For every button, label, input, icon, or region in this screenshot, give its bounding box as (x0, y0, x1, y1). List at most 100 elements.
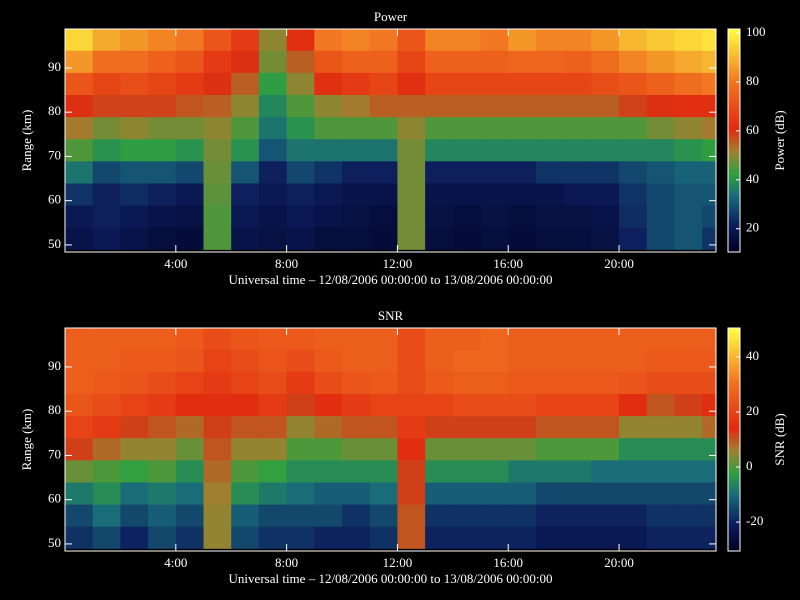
x-axis-label: Universal time – 12/08/2006 00:00:00 to … (229, 272, 553, 287)
heatmap-cell (370, 438, 398, 461)
heatmap-cell (397, 50, 425, 73)
heatmap-cell (619, 327, 647, 350)
x-tick-label: 8:00 (275, 256, 298, 271)
heatmap-cell (120, 327, 148, 350)
heatmap-cell (481, 504, 509, 527)
heatmap-cell (397, 526, 425, 549)
heatmap-cell (564, 28, 592, 51)
heatmap-cell (536, 416, 564, 439)
heatmap-cell (148, 504, 176, 527)
heatmap-cell (536, 227, 564, 250)
heatmap-cell (397, 227, 425, 250)
heatmap-cell (453, 438, 481, 461)
heatmap-cell (314, 504, 342, 527)
heatmap-cell (287, 393, 315, 416)
heatmap-cell (204, 504, 232, 527)
heatmap-cell (564, 50, 592, 73)
heatmap-cell (287, 327, 315, 350)
colorbar-label: SNR (dB) (772, 413, 787, 465)
heatmap-cell (453, 371, 481, 394)
heatmap-cell (397, 460, 425, 483)
colorbar-tick-label: 40 (746, 171, 759, 186)
heatmap-cell (453, 327, 481, 350)
heatmap-cell (231, 50, 259, 73)
heatmap-cell (591, 371, 619, 394)
x-tick-label: 20:00 (604, 555, 634, 570)
heatmap-cell (259, 183, 287, 206)
heatmap (65, 28, 730, 250)
heatmap-cell (425, 72, 453, 95)
heatmap-cell (591, 161, 619, 184)
heatmap-cell (204, 438, 232, 461)
heatmap-cell (619, 438, 647, 461)
heatmap-cell (370, 205, 398, 228)
heatmap-cell (204, 371, 232, 394)
heatmap-cell (425, 460, 453, 483)
heatmap-cell (536, 28, 564, 51)
heatmap-cell (342, 94, 370, 117)
colorbar-label: Power (dB) (772, 110, 787, 170)
heatmap-cell (647, 416, 675, 439)
heatmap-cell (674, 416, 702, 439)
heatmap-cell (176, 393, 204, 416)
heatmap-cell (65, 327, 93, 350)
heatmap-cell (425, 205, 453, 228)
heatmap-cell (370, 393, 398, 416)
x-tick-label: 12:00 (383, 256, 413, 271)
heatmap-cell (647, 438, 675, 461)
heatmap-cell (314, 460, 342, 483)
heatmap-cell (619, 526, 647, 549)
heatmap-cell (619, 28, 647, 51)
heatmap-cell (259, 438, 287, 461)
heatmap-cell (425, 28, 453, 51)
heatmap-cell (591, 205, 619, 228)
heatmap-cell (564, 416, 592, 439)
heatmap-cell (342, 183, 370, 206)
heatmap-cell (370, 94, 398, 117)
heatmap-cell (564, 161, 592, 184)
heatmap-cell (425, 117, 453, 140)
y-tick-label: 60 (48, 192, 61, 207)
heatmap-cell (148, 50, 176, 73)
heatmap-cell (397, 161, 425, 184)
heatmap-cell (93, 117, 121, 140)
heatmap-cell (536, 349, 564, 372)
heatmap-cell (287, 227, 315, 250)
heatmap-cell (259, 526, 287, 549)
heatmap-cell (314, 28, 342, 51)
heatmap-cell (647, 227, 675, 250)
heatmap-cell (231, 460, 259, 483)
heatmap-cell (453, 460, 481, 483)
heatmap-cell (619, 227, 647, 250)
heatmap-cell (370, 526, 398, 549)
heatmap-cell (231, 526, 259, 549)
heatmap-cell (453, 28, 481, 51)
heatmap-cell (619, 349, 647, 372)
heatmap-cell (647, 526, 675, 549)
heatmap-cell (259, 393, 287, 416)
heatmap-cell (674, 205, 702, 228)
heatmap-cell (314, 416, 342, 439)
heatmap-cell (425, 526, 453, 549)
heatmap-cell (481, 139, 509, 162)
heatmap-cell (342, 393, 370, 416)
heatmap-cell (481, 161, 509, 184)
heatmap-cell (93, 139, 121, 162)
heatmap-cell (342, 28, 370, 51)
heatmap-cell (564, 117, 592, 140)
heatmap-cell (674, 227, 702, 250)
heatmap-cell (397, 371, 425, 394)
heatmap-cell (176, 183, 204, 206)
heatmap-cell (425, 94, 453, 117)
heatmap-cell (564, 327, 592, 350)
heatmap-cell (591, 227, 619, 250)
colorbar-tick-label: 100 (746, 24, 766, 39)
heatmap-cell (647, 460, 675, 483)
heatmap-cell (176, 117, 204, 140)
heatmap-cell (647, 327, 675, 350)
heatmap-cell (453, 482, 481, 505)
heatmap-cell (120, 205, 148, 228)
heatmap-cell (619, 393, 647, 416)
heatmap-cell (564, 460, 592, 483)
heatmap-cell (564, 72, 592, 95)
